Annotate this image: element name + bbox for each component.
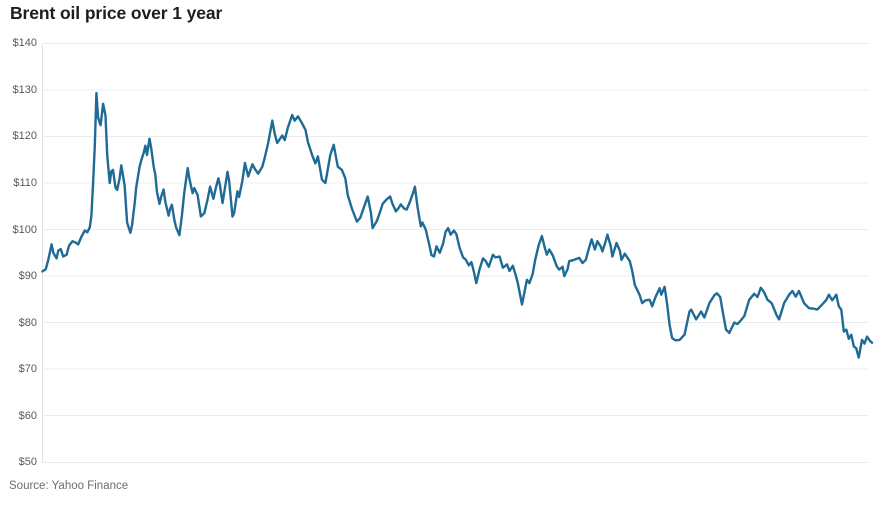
- y-axis-labels: $140 $130 $120 $110 $100 $90 $80 $70 $60 $50: [0, 0, 37, 510]
- y-axis-label: $130: [12, 83, 37, 96]
- chart-title: Brent oil price over 1 year: [10, 3, 223, 23]
- y-axis-label: $70: [18, 363, 37, 376]
- y-axis-label: $90: [18, 270, 37, 283]
- y-axis-label: $120: [12, 130, 37, 143]
- y-axis-label: $50: [18, 456, 37, 469]
- y-axis-label: $60: [18, 409, 37, 422]
- y-axis-label: $80: [18, 316, 37, 329]
- y-axis-label: $100: [12, 223, 37, 236]
- y-axis-label: $110: [13, 176, 37, 189]
- y-axis-label: $140: [12, 37, 37, 50]
- brent-price-line: [41, 91, 874, 359]
- source-note: Source: Yahoo Finance: [9, 480, 129, 492]
